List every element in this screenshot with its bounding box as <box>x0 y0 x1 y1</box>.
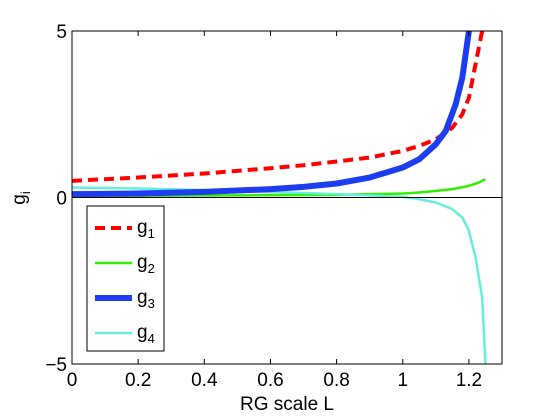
y-axis-label-subscript: i <box>18 191 33 194</box>
legend-label-name: g <box>137 217 148 238</box>
series-line-g2 <box>72 178 487 198</box>
legend-label: g2 <box>137 252 155 276</box>
y-axis-label: g <box>9 194 30 205</box>
legend-label-subscript: 1 <box>148 226 155 241</box>
x-tick-label: 0 <box>67 370 78 391</box>
legend-item-g2: g2 <box>95 252 155 276</box>
legend-item-g1: g1 <box>95 217 155 241</box>
x-tick-label: 0.4 <box>191 370 218 391</box>
legend-label-name: g <box>137 322 148 343</box>
x-tick-label: 0.6 <box>257 370 283 391</box>
y-axis-ticks: −5 0 5 <box>45 22 502 376</box>
legend-label-name: g <box>137 287 148 308</box>
x-axis-label: RG scale L <box>240 394 334 415</box>
series-line-g3 <box>72 31 472 198</box>
series-line-g1 <box>72 31 485 183</box>
legend-label: g1 <box>137 217 155 241</box>
legend-label-subscript: 2 <box>148 261 155 276</box>
x-tick-label: 1 <box>397 370 408 391</box>
x-tick-label: 0.8 <box>323 370 349 391</box>
legend-box <box>86 205 165 352</box>
y-tick-label: −5 <box>45 355 67 376</box>
y-tick-label: 0 <box>56 189 67 210</box>
x-axis-ticks: 0 0.2 0.4 0.6 0.8 1 1.2 <box>67 31 482 391</box>
x-tick-label: 0.2 <box>125 370 151 391</box>
y-tick-label: 5 <box>56 22 67 43</box>
legend-label: g3 <box>137 287 155 311</box>
series-layer <box>72 31 487 364</box>
legend-item-g4: g4 <box>95 322 155 346</box>
y-axis-label-group: gi <box>9 191 33 205</box>
legend-label-subscript: 3 <box>148 296 155 311</box>
legend-label-name: g <box>137 252 148 273</box>
legend-item-g3: g3 <box>95 287 155 311</box>
svg-text:gi: gi <box>9 191 33 205</box>
legend-label-subscript: 4 <box>148 331 155 346</box>
legend-label: g4 <box>137 322 155 346</box>
x-tick-label: 1.2 <box>456 370 482 391</box>
